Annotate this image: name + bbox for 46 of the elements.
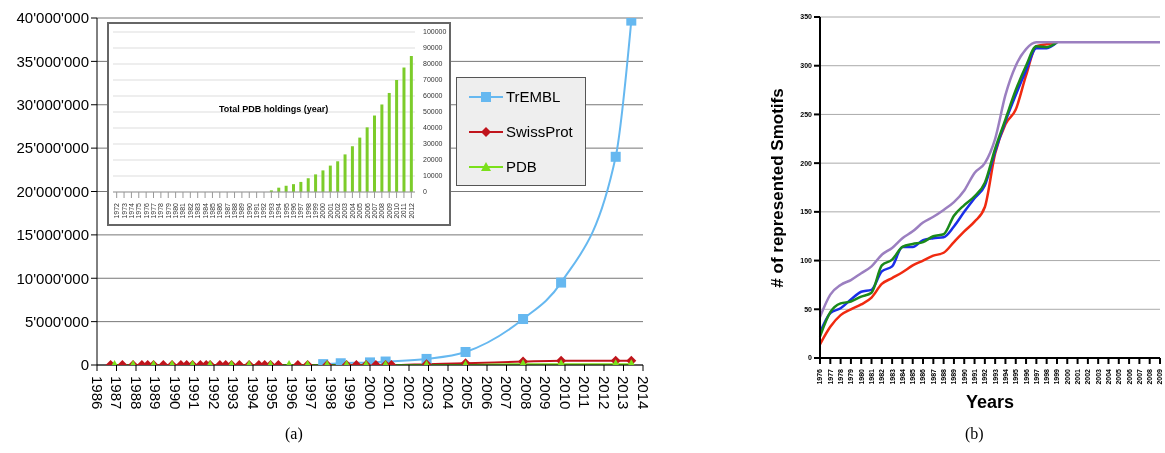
y-tick-label: 5'000'000 bbox=[24, 312, 89, 330]
x-tick-label: 2011 bbox=[576, 376, 594, 409]
x-tick-label: 1991 bbox=[186, 376, 204, 410]
y-axis-title: # of represented Smotifs bbox=[768, 88, 788, 288]
text: (a) bbox=[285, 425, 303, 443]
x-tick-label: 1997 bbox=[303, 376, 321, 410]
x-tick-label: 2008 bbox=[517, 376, 535, 410]
x-tick-label: 1996 bbox=[283, 376, 301, 410]
y-tick-label: 10'000'000 bbox=[16, 269, 89, 287]
x-tick-label: 2004 bbox=[439, 376, 457, 410]
legend-label: TrEMBL bbox=[506, 88, 561, 105]
x-tick-label: 2014 bbox=[634, 376, 652, 410]
x-tick-label: 1992 bbox=[205, 376, 223, 410]
x-tick-label: 1999 bbox=[342, 376, 360, 410]
x-tick-label: 1994 bbox=[244, 376, 262, 410]
x-tick-label: 2003 bbox=[420, 376, 438, 410]
legend-label: PDB bbox=[506, 158, 537, 175]
x-tick-label: 1986 bbox=[88, 376, 106, 410]
y-tick-label: 25'000'000 bbox=[16, 139, 89, 157]
y-tick-label: 0 bbox=[80, 356, 89, 374]
x-tick-label: 2010 bbox=[556, 376, 574, 410]
text: Total PDB holdings (year) bbox=[219, 104, 329, 114]
x-axis-title: Years bbox=[965, 392, 1015, 412]
legend-label: SwissProt bbox=[506, 123, 573, 140]
y-tick-label: 15'000'000 bbox=[16, 226, 89, 244]
x-tick-label: 1989 bbox=[147, 376, 165, 410]
x-tick-label: 2000 bbox=[361, 376, 379, 410]
x-tick-label: 2002 bbox=[400, 376, 418, 410]
x-tick-label: 1998 bbox=[322, 376, 340, 410]
x-tick-label: 2001 bbox=[381, 376, 399, 410]
x-tick-label: 2009 bbox=[537, 376, 555, 410]
y-tick-label: 40'000'000 bbox=[16, 9, 89, 27]
y-tick-label: 35'000'000 bbox=[16, 52, 89, 70]
x-tick-label: 1987 bbox=[108, 376, 126, 410]
x-tick-label: 1988 bbox=[127, 376, 145, 410]
x-tick-label: 1995 bbox=[264, 376, 282, 410]
x-tick-label: 2006 bbox=[478, 376, 496, 410]
y-tick-label: 30'000'000 bbox=[16, 96, 89, 114]
x-tick-label: 1990 bbox=[166, 376, 184, 410]
x-tick-label: 2012 bbox=[595, 376, 613, 410]
x-tick-label: 2013 bbox=[615, 376, 633, 410]
x-tick-label: 2007 bbox=[498, 376, 516, 410]
x-tick-label: 2005 bbox=[459, 376, 477, 410]
y-tick-label: 20'000'000 bbox=[16, 182, 89, 200]
x-tick-label: 1993 bbox=[225, 376, 243, 410]
text: (b) bbox=[965, 425, 984, 443]
